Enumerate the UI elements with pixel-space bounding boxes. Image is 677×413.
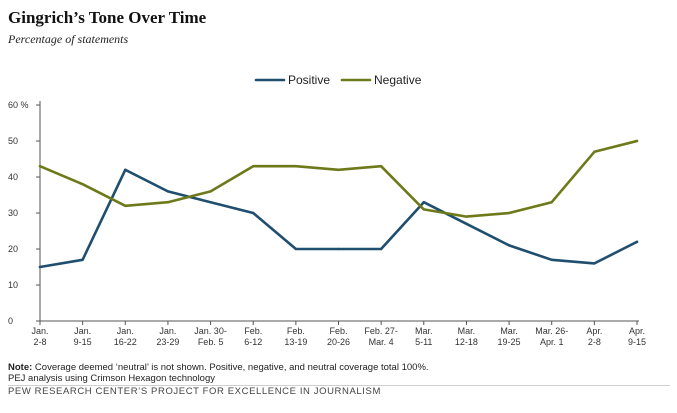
data-point-negative [465,215,468,218]
legend-label-negative: Negative [374,73,422,87]
source-credit: PEW RESEARCH CENTER’S PROJECT FOR EXCELL… [8,386,381,397]
chart-subtitle: Percentage of statements [8,32,129,46]
x-tick-label: Apr. 9-15 [628,326,646,347]
x-tick-label: Jan. 16-22 [114,326,137,347]
y-tick-label: 50 [8,136,18,146]
data-point-positive [507,244,511,247]
y-tick-label: 10 [8,280,18,290]
analysis-credit: PEJ analysis using Crimson Hexagon techn… [8,373,215,384]
x-tick-label: Mar. 5-11 [415,326,433,347]
x-tick-label: Jan. 23-29 [156,326,179,347]
data-point-positive [209,201,212,204]
data-point-positive [81,258,84,261]
note-text: Coverage deemed ‘neutral’ is not shown. … [32,362,429,373]
x-tick-label: Feb. 6-12 [244,326,262,347]
series-line-positive [38,168,639,269]
x-tick-label: Apr. 2-8 [586,326,602,347]
x-tick-label: Jan. 9-15 [74,326,92,347]
x-tick-label: Mar. 26-Apr. 1 [535,326,568,347]
series-line-negative [38,139,639,218]
legend: Positive Negative [254,73,422,87]
data-point-negative [294,165,298,168]
x-tick-label: Feb. 13-19 [284,326,307,347]
footnote: Note: Coverage deemed ‘neutral’ is not s… [8,362,429,373]
data-point-negative [422,208,425,211]
y-axis: 0 10 20 30 40 50 60 % [8,100,41,326]
y-tick-label: 60 % [8,100,29,110]
y-tick-label: 20 [8,244,18,254]
x-tick-label: Jan. 2-8 [31,326,48,347]
y-tick-label: 40 [8,172,18,182]
x-tick-label: Feb. 27-Mar. 4 [364,326,398,347]
data-point-positive [593,262,596,265]
note-label: Note: [8,362,33,373]
data-point-negative [507,211,511,215]
data-point-positive [337,247,340,251]
data-point-negative [38,165,42,168]
data-point-positive [252,211,255,215]
line-chart: 0 10 20 30 40 50 60 % Jan. 2-8 Jan. 9-15 Jan. 16-22… [8,73,646,347]
divider [8,385,670,386]
y-tick-label: 0 [8,316,13,326]
legend-label-positive: Positive [288,73,330,87]
data-point-positive [635,240,639,243]
data-point-negative [593,150,596,153]
series-layer [38,139,639,269]
y-tick-label: 30 [8,208,18,218]
data-point-negative [124,204,127,207]
data-point-negative [379,165,383,168]
data-point-negative [337,168,340,171]
data-point-negative [209,190,212,193]
data-point-positive [379,247,383,251]
data-point-positive [550,258,553,261]
data-point-positive [422,201,425,204]
data-point-negative [550,201,553,204]
data-point-positive [166,190,170,193]
data-point-positive [465,222,468,225]
data-point-negative [166,201,170,204]
data-point-positive [38,265,42,269]
x-axis: Jan. 2-8 Jan. 9-15 Jan. 16-22 Jan. 23-29 Jan. 30… [31,320,646,347]
x-tick-label: Mar. 19-25 [498,326,521,347]
x-tick-label: Feb. 20-26 [327,326,350,347]
data-point-negative [635,139,639,143]
x-tick-label: Jan. 30-Feb. 5 [194,326,227,347]
data-point-negative [81,183,84,186]
data-point-positive [124,168,127,171]
x-tick-label: Mar. 12-18 [455,326,478,347]
data-point-negative [252,165,255,168]
data-point-positive [294,247,298,251]
chart-title: Gingrich’s Tone Over Time [8,8,207,27]
